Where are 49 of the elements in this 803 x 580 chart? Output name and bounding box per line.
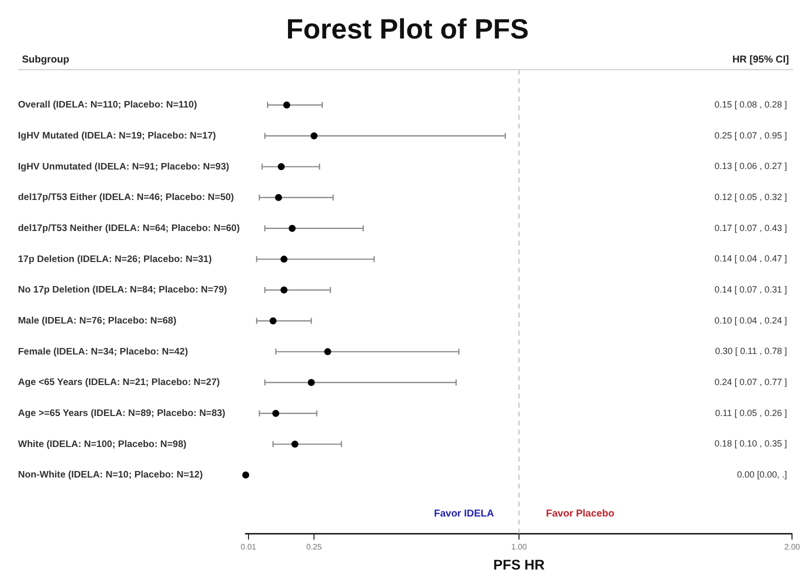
y-tick-label: Non-White (IDELA: N=10; Placebo: N=12) xyxy=(18,470,203,481)
y-tick-label: Male (IDELA: N=76; Placebo: N=68) xyxy=(18,315,176,326)
y-tick-label: del17p/T53 Either (IDELA: N=46; Placebo: N=50) xyxy=(18,192,234,204)
x-tick-label: 0.25 xyxy=(306,542,322,552)
y-tick-label: Age >=65 Years (IDELA: N=89; Placebo: N=83) xyxy=(18,408,226,419)
annotation: 0.30 [ 0.11 , 0.78 ] xyxy=(715,346,787,356)
annotation: 0.10 [ 0.04 , 0.24 ] xyxy=(714,315,787,326)
point xyxy=(310,132,318,140)
annotation: 0.24 [ 0.07 , 0.77 ] xyxy=(714,377,787,387)
text: Favor IDELA xyxy=(434,508,494,520)
point xyxy=(270,317,277,324)
point xyxy=(242,472,250,479)
y-axis-title: Subgroup xyxy=(22,54,70,66)
y-tick-label: No 17p Deletion (IDELA: N=84; Placebo: N=79) xyxy=(18,284,228,296)
x-axis-title: PFS HR xyxy=(493,556,545,572)
point xyxy=(291,440,298,448)
annotation: 0.14 [ 0.04 , 0.47 ] xyxy=(714,254,787,264)
y-tick-label: IgHV Mutated (IDELA: N=19; Placebo: N=17) xyxy=(18,130,216,142)
y-tick-label: Overall (IDELA: N=110; Placebo: N=110) xyxy=(18,100,197,111)
annotation: 0.15 [ 0.08 , 0.28 ] xyxy=(714,100,787,110)
point xyxy=(283,102,290,109)
annotation: 0.11 [ 0.05 , 0.26 ] xyxy=(715,408,787,418)
annotation: 0.00 [0.00, .] xyxy=(736,470,787,480)
y-tick-label: IgHV Unmutated (IDELA: N=91; Placebo: N=93) xyxy=(18,161,230,172)
annotation: 0.14 [ 0.07 , 0.31 ] xyxy=(714,284,787,294)
x-tick-label: 0.01 xyxy=(240,542,257,552)
text: Favor Placebo xyxy=(546,508,614,520)
point xyxy=(280,286,288,294)
annotation: 0.18 [ 0.10 , 0.35 ] xyxy=(714,438,787,449)
annotation: 0.17 [ 0.07 , 0.43 ] xyxy=(714,222,787,233)
annotation: 0.13 [ 0.06 , 0.27 ] xyxy=(714,161,787,172)
chart-title: Forest Plot of PFS xyxy=(286,14,529,45)
y-tick-label: Female (IDELA: N=34; Placebo: N=42) xyxy=(18,346,188,358)
x-tick-label: 1.00 xyxy=(511,542,528,552)
point xyxy=(275,194,282,202)
annotation: 0.12 [ 0.05 , 0.32 ] xyxy=(714,192,787,202)
point xyxy=(324,348,332,356)
point xyxy=(288,224,296,232)
point xyxy=(280,256,288,263)
y-tick-label: del17p/T53 Neither (IDELA: N=64; Placebo: N=60) xyxy=(18,222,240,234)
point xyxy=(272,410,280,417)
y-tick-label: Age <65 Years (IDELA: N=21; Placebo: N=27) xyxy=(18,377,220,388)
point xyxy=(308,379,315,386)
y-tick-label: White (IDELA: N=100; Placebo: N=98) xyxy=(18,438,186,450)
x-tick-label: 2.00 xyxy=(784,542,801,552)
y-tick-label: 17p Deletion (IDELA: N=26; Placebo: N=31) xyxy=(18,254,212,265)
point xyxy=(278,163,285,170)
annotation: 0.25 [ 0.07 , 0.95 ] xyxy=(714,130,787,140)
text: HR [95% CI] xyxy=(732,54,789,66)
